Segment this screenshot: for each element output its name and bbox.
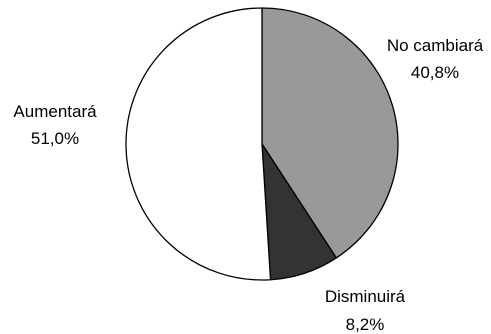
pie-slices	[125, 7, 399, 281]
slice-value-aumentara: 51,0%	[31, 129, 79, 148]
slice-value-no-cambiara: 40,8%	[411, 63, 459, 82]
slice-label-no-cambiara: No cambiará	[387, 36, 484, 55]
slice-value-disminuira: 8,2%	[346, 315, 385, 334]
slice-label-disminuira: Disminuirá	[325, 287, 406, 306]
pie-labels: No cambiará 40,8% Disminuirá 8,2% Aument…	[13, 36, 483, 334]
pie-slice-aumentara	[125, 7, 272, 281]
slice-label-aumentara: Aumentará	[13, 102, 97, 121]
